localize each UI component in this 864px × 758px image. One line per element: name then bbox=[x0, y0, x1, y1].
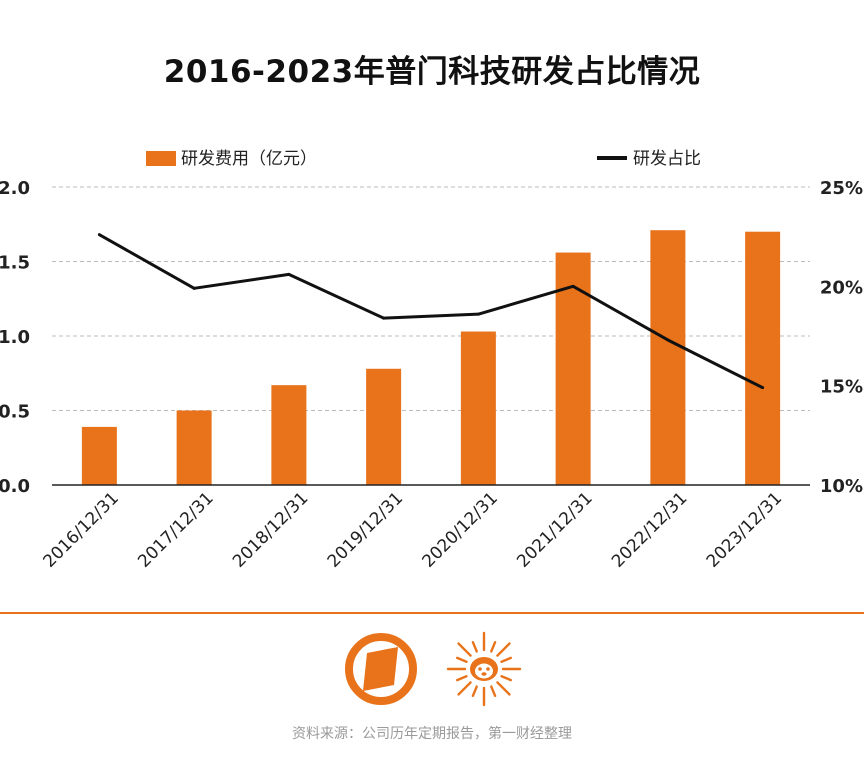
x-tick-label: 2017/12/31 bbox=[134, 488, 217, 571]
bar bbox=[460, 331, 496, 485]
legend: 研发费用（亿元） 研发占比 bbox=[146, 149, 701, 169]
line-point bbox=[287, 272, 291, 276]
y-right-tick-label: 10% bbox=[820, 476, 863, 497]
line-point bbox=[97, 233, 101, 237]
bar bbox=[81, 426, 117, 485]
y-left-tick-label: 0.0 bbox=[0, 476, 30, 497]
footer-divider bbox=[0, 612, 864, 614]
y-right-tick-label: 25% bbox=[820, 178, 863, 199]
x-tick-label: 2021/12/31 bbox=[513, 488, 596, 571]
x-tick-label: 2023/12/31 bbox=[703, 488, 786, 571]
bar bbox=[366, 368, 402, 485]
bar bbox=[271, 385, 307, 485]
grid-lines bbox=[52, 186, 810, 411]
x-tick-label: 2016/12/31 bbox=[39, 488, 122, 571]
chart: 0.00.51.01.52.010%15%20%25%2016/12/31 201… bbox=[0, 149, 863, 572]
legend-line-label: 研发占比 bbox=[633, 149, 701, 169]
y-left-tick-label: 1.0 bbox=[0, 327, 30, 348]
bar bbox=[650, 230, 686, 485]
compass-logo-icon bbox=[343, 631, 419, 711]
line-point bbox=[666, 338, 670, 342]
legend-bar-label: 研发费用（亿元） bbox=[181, 149, 317, 169]
line-series bbox=[97, 233, 765, 390]
series-line bbox=[98, 233, 764, 389]
chart-title: 2016-2023年普门科技研发占比情况 bbox=[163, 54, 701, 90]
legend-bar-swatch bbox=[146, 151, 176, 166]
x-tick-label: 2018/12/31 bbox=[229, 488, 312, 571]
bar-series bbox=[81, 230, 781, 485]
line-point bbox=[192, 286, 196, 290]
source-note: 资料来源：公司历年定期报告，第一财经整理 bbox=[292, 726, 572, 742]
line-point bbox=[571, 284, 575, 288]
y-right-tick-label: 15% bbox=[820, 377, 863, 398]
sun-lion-logo-icon bbox=[445, 630, 523, 712]
y-left-tick-label: 1.5 bbox=[0, 253, 30, 274]
bar bbox=[745, 231, 781, 485]
axes: 0.00.51.01.52.010%15%20%25%2016/12/31 201… bbox=[0, 178, 863, 572]
bar bbox=[176, 410, 212, 485]
y-left-tick-label: 2.0 bbox=[0, 178, 30, 199]
line-point bbox=[761, 386, 765, 390]
x-tick-label: 2020/12/31 bbox=[418, 488, 501, 571]
x-tick-label: 2019/12/31 bbox=[324, 488, 407, 571]
y-left-tick-label: 0.5 bbox=[0, 402, 30, 423]
line-point bbox=[476, 312, 480, 316]
y-right-tick-label: 20% bbox=[820, 277, 863, 298]
x-tick-label: 2022/12/31 bbox=[608, 488, 691, 571]
line-point bbox=[382, 316, 386, 320]
